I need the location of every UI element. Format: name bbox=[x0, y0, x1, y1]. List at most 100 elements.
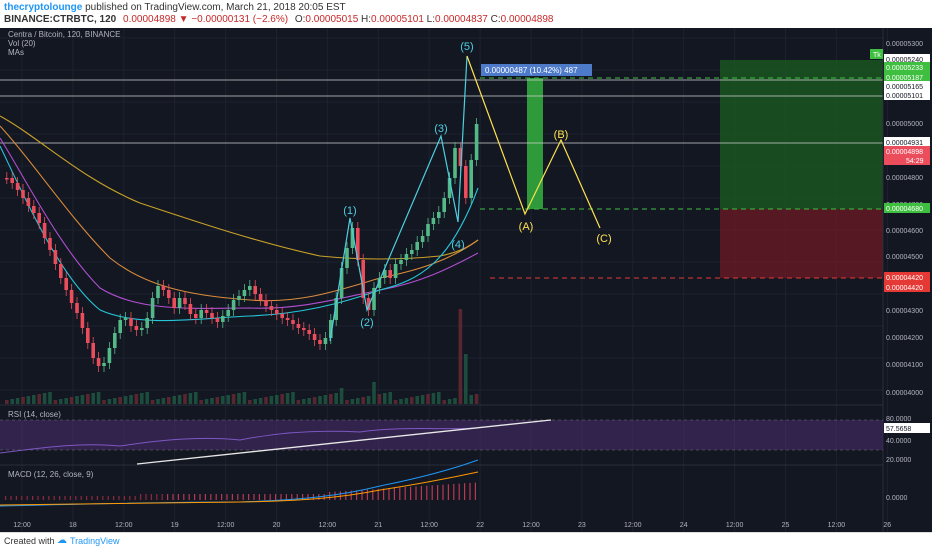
rsi-level-label: 20.0000 bbox=[886, 457, 911, 464]
candle-body bbox=[91, 343, 95, 358]
macd-bar bbox=[64, 496, 66, 500]
volume-bar bbox=[48, 392, 52, 404]
measure-label-box bbox=[481, 64, 592, 76]
price-label: 0.00005240 bbox=[886, 57, 923, 64]
time-label: 12:00 bbox=[319, 522, 337, 529]
author-name[interactable]: thecryptolounge bbox=[4, 2, 83, 13]
volume-bar bbox=[431, 393, 436, 404]
macd-bar bbox=[356, 490, 358, 500]
legend-vol: Vol (20) bbox=[8, 39, 36, 48]
candle-body bbox=[372, 288, 376, 310]
macd-bar bbox=[302, 494, 304, 500]
price-tag-bg bbox=[884, 90, 930, 100]
macd-bar bbox=[42, 496, 44, 500]
volume-bar bbox=[5, 400, 9, 404]
candle-body bbox=[226, 310, 230, 316]
volume-bar bbox=[275, 395, 279, 404]
price-label: 0.00004600 bbox=[886, 228, 923, 235]
price-label: 0.00004800 bbox=[886, 175, 923, 182]
price-label: 0.00005000 bbox=[886, 121, 923, 128]
macd-bar bbox=[10, 496, 12, 500]
candle-body bbox=[431, 218, 436, 224]
macd-bar bbox=[307, 494, 309, 500]
volume-bar bbox=[69, 397, 74, 404]
time-label: 19 bbox=[171, 522, 179, 529]
macd-bar bbox=[210, 494, 212, 500]
measure-label: 0.00000487 (10.42%) 487 bbox=[485, 66, 578, 75]
candle-body bbox=[269, 306, 274, 310]
price-chart[interactable]: (1) (2) (3) (4) (5) (A) (B) (C) 0.00000487 (10.… bbox=[0, 28, 932, 532]
time-axis[interactable]: 12:00 18 12:00 19 12:00 20 12:00 21 12:00 22 12:00… bbox=[13, 522, 891, 529]
volume-bar bbox=[64, 398, 68, 404]
macd-bar bbox=[199, 494, 201, 500]
created-with-text: Created with bbox=[4, 536, 55, 546]
volume-bar bbox=[464, 354, 468, 404]
volume-bar bbox=[118, 397, 122, 404]
volume-bar bbox=[388, 392, 392, 404]
candle-body bbox=[69, 290, 74, 303]
macd-bar bbox=[469, 482, 471, 500]
volume-bar bbox=[210, 398, 214, 404]
tradingview-brand[interactable]: TradingView bbox=[70, 536, 120, 546]
volume-bar bbox=[350, 399, 355, 404]
macd-bar bbox=[269, 494, 271, 500]
price-tag-bg bbox=[884, 54, 930, 64]
price-label: 0.00004420 bbox=[886, 275, 923, 282]
candle-body bbox=[388, 270, 392, 278]
macd-bar bbox=[431, 485, 433, 500]
macd-bar bbox=[156, 494, 158, 500]
time-label: 20 bbox=[273, 522, 281, 529]
close-value: 0.00004898 bbox=[500, 14, 554, 25]
macd-bar bbox=[69, 496, 71, 500]
volume-bar bbox=[150, 400, 155, 404]
volume-bar bbox=[107, 399, 112, 404]
time-label: 12:00 bbox=[624, 522, 642, 529]
header-bar: thecryptolounge published on TradingView… bbox=[0, 0, 932, 28]
volume-bar bbox=[442, 400, 446, 404]
macd-histogram bbox=[5, 482, 476, 500]
macd-bar bbox=[248, 494, 250, 500]
time-label: 24 bbox=[680, 522, 688, 529]
macd-bar bbox=[280, 494, 282, 500]
volume-bar bbox=[91, 393, 95, 404]
macd-bar bbox=[442, 484, 444, 500]
volume-bar bbox=[356, 398, 360, 404]
chart-area[interactable]: (1) (2) (3) (4) (5) (A) (B) (C) 0.00000487 (10.… bbox=[0, 28, 932, 532]
candle-body bbox=[118, 320, 122, 333]
candle-body bbox=[242, 290, 247, 296]
candle-body bbox=[318, 340, 322, 344]
candle-body bbox=[458, 148, 463, 166]
macd-bar bbox=[102, 496, 104, 500]
volume-bar bbox=[264, 397, 268, 404]
candle-body bbox=[377, 278, 382, 288]
volume-bar bbox=[447, 399, 452, 404]
macd-bar bbox=[388, 488, 390, 500]
macd-bar bbox=[420, 486, 422, 500]
price-tag-bg bbox=[884, 282, 930, 292]
candle-body bbox=[350, 228, 355, 248]
volume-bar bbox=[420, 395, 425, 404]
volume-bar bbox=[21, 397, 25, 404]
rsi-value-tag bbox=[884, 423, 930, 433]
measure-bar bbox=[527, 78, 543, 209]
candle-body bbox=[442, 198, 446, 212]
tp-badge-text: Tk bbox=[873, 52, 881, 59]
last-price: 0.00004898 bbox=[123, 14, 176, 25]
macd-bar bbox=[150, 494, 152, 500]
volume-bar bbox=[296, 400, 301, 404]
volume-bar bbox=[140, 393, 144, 404]
price-label: 0.00004300 bbox=[886, 308, 923, 315]
volume-bar bbox=[291, 392, 295, 404]
candle-body bbox=[86, 328, 90, 343]
macd-bar bbox=[221, 494, 223, 500]
low-value: 0.00004837 bbox=[435, 14, 488, 25]
macd-bar bbox=[215, 494, 217, 500]
macd-title: MACD (12, 26, close, 9) bbox=[8, 470, 94, 479]
loss-zone bbox=[720, 209, 883, 278]
macd-bar bbox=[404, 487, 406, 500]
volume-bar bbox=[302, 399, 306, 404]
price-label: 0.00005187 bbox=[886, 75, 923, 82]
candle-body bbox=[80, 313, 85, 328]
rsi-line bbox=[0, 427, 479, 454]
